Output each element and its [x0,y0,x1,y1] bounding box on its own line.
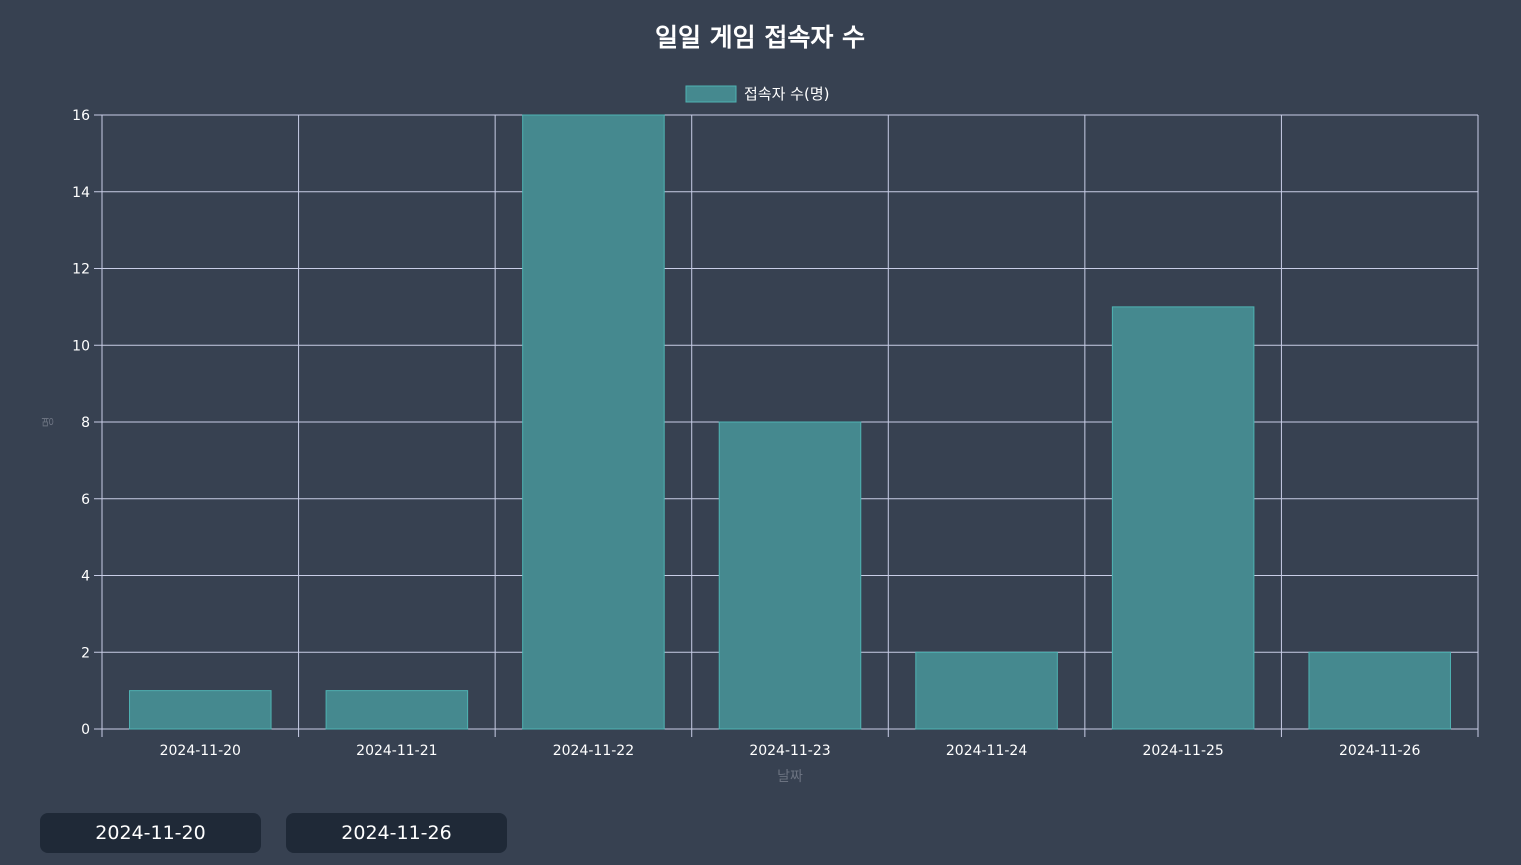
bar[interactable] [129,690,272,730]
bar[interactable] [1111,306,1255,730]
x-tick-label: 2024-11-25 [1142,743,1223,759]
y-tick-label: 8 [81,415,90,431]
x-tick-label: 2024-11-23 [749,743,830,759]
x-tick-label: 2024-11-26 [1339,743,1420,759]
bar[interactable] [325,690,469,730]
y-tick-label: 12 [72,262,90,278]
legend[interactable]: 접속자 수(명) [685,85,829,103]
y-tick-label: 6 [81,492,90,508]
y-tick-label: 2 [81,645,90,661]
y-tick-label: 10 [72,338,90,354]
y-tick-label: 16 [72,108,90,124]
x-tick-label: 2024-11-20 [160,743,241,759]
start-date-button[interactable]: 2024-11-20 [40,813,261,853]
y-tick-label: 14 [72,185,90,201]
x-tick-label: 2024-11-24 [946,743,1027,759]
legend-swatch [685,85,737,103]
y-tick-label: 4 [81,569,90,585]
y-axis-title: 명 [41,416,55,427]
legend-label: 접속자 수(명) [744,85,829,103]
bar[interactable] [718,421,862,730]
x-tick-label: 2024-11-22 [553,743,634,759]
x-tick-label: 2024-11-21 [356,743,437,759]
bars [129,114,1451,730]
bar[interactable] [1308,651,1451,730]
x-axis-ticks: 2024-11-20 2024-11-21 2024-11-22 2024-11-23… [160,743,1421,759]
bar-chart: 일일 게임 접속자 수 접속자 수(명) 0 2 4 6 8 10 12 14 16 2024-… [41,23,1479,785]
chart-title: 일일 게임 접속자 수 [655,23,865,52]
y-tick-label: 0 [81,722,90,738]
end-date-button[interactable]: 2024-11-26 [286,813,507,853]
bar[interactable] [522,114,665,730]
x-axis-title: 날짜 [777,769,803,785]
y-axis-ticks: 0 2 4 6 8 10 12 14 16 [72,108,90,738]
bar[interactable] [915,651,1058,730]
